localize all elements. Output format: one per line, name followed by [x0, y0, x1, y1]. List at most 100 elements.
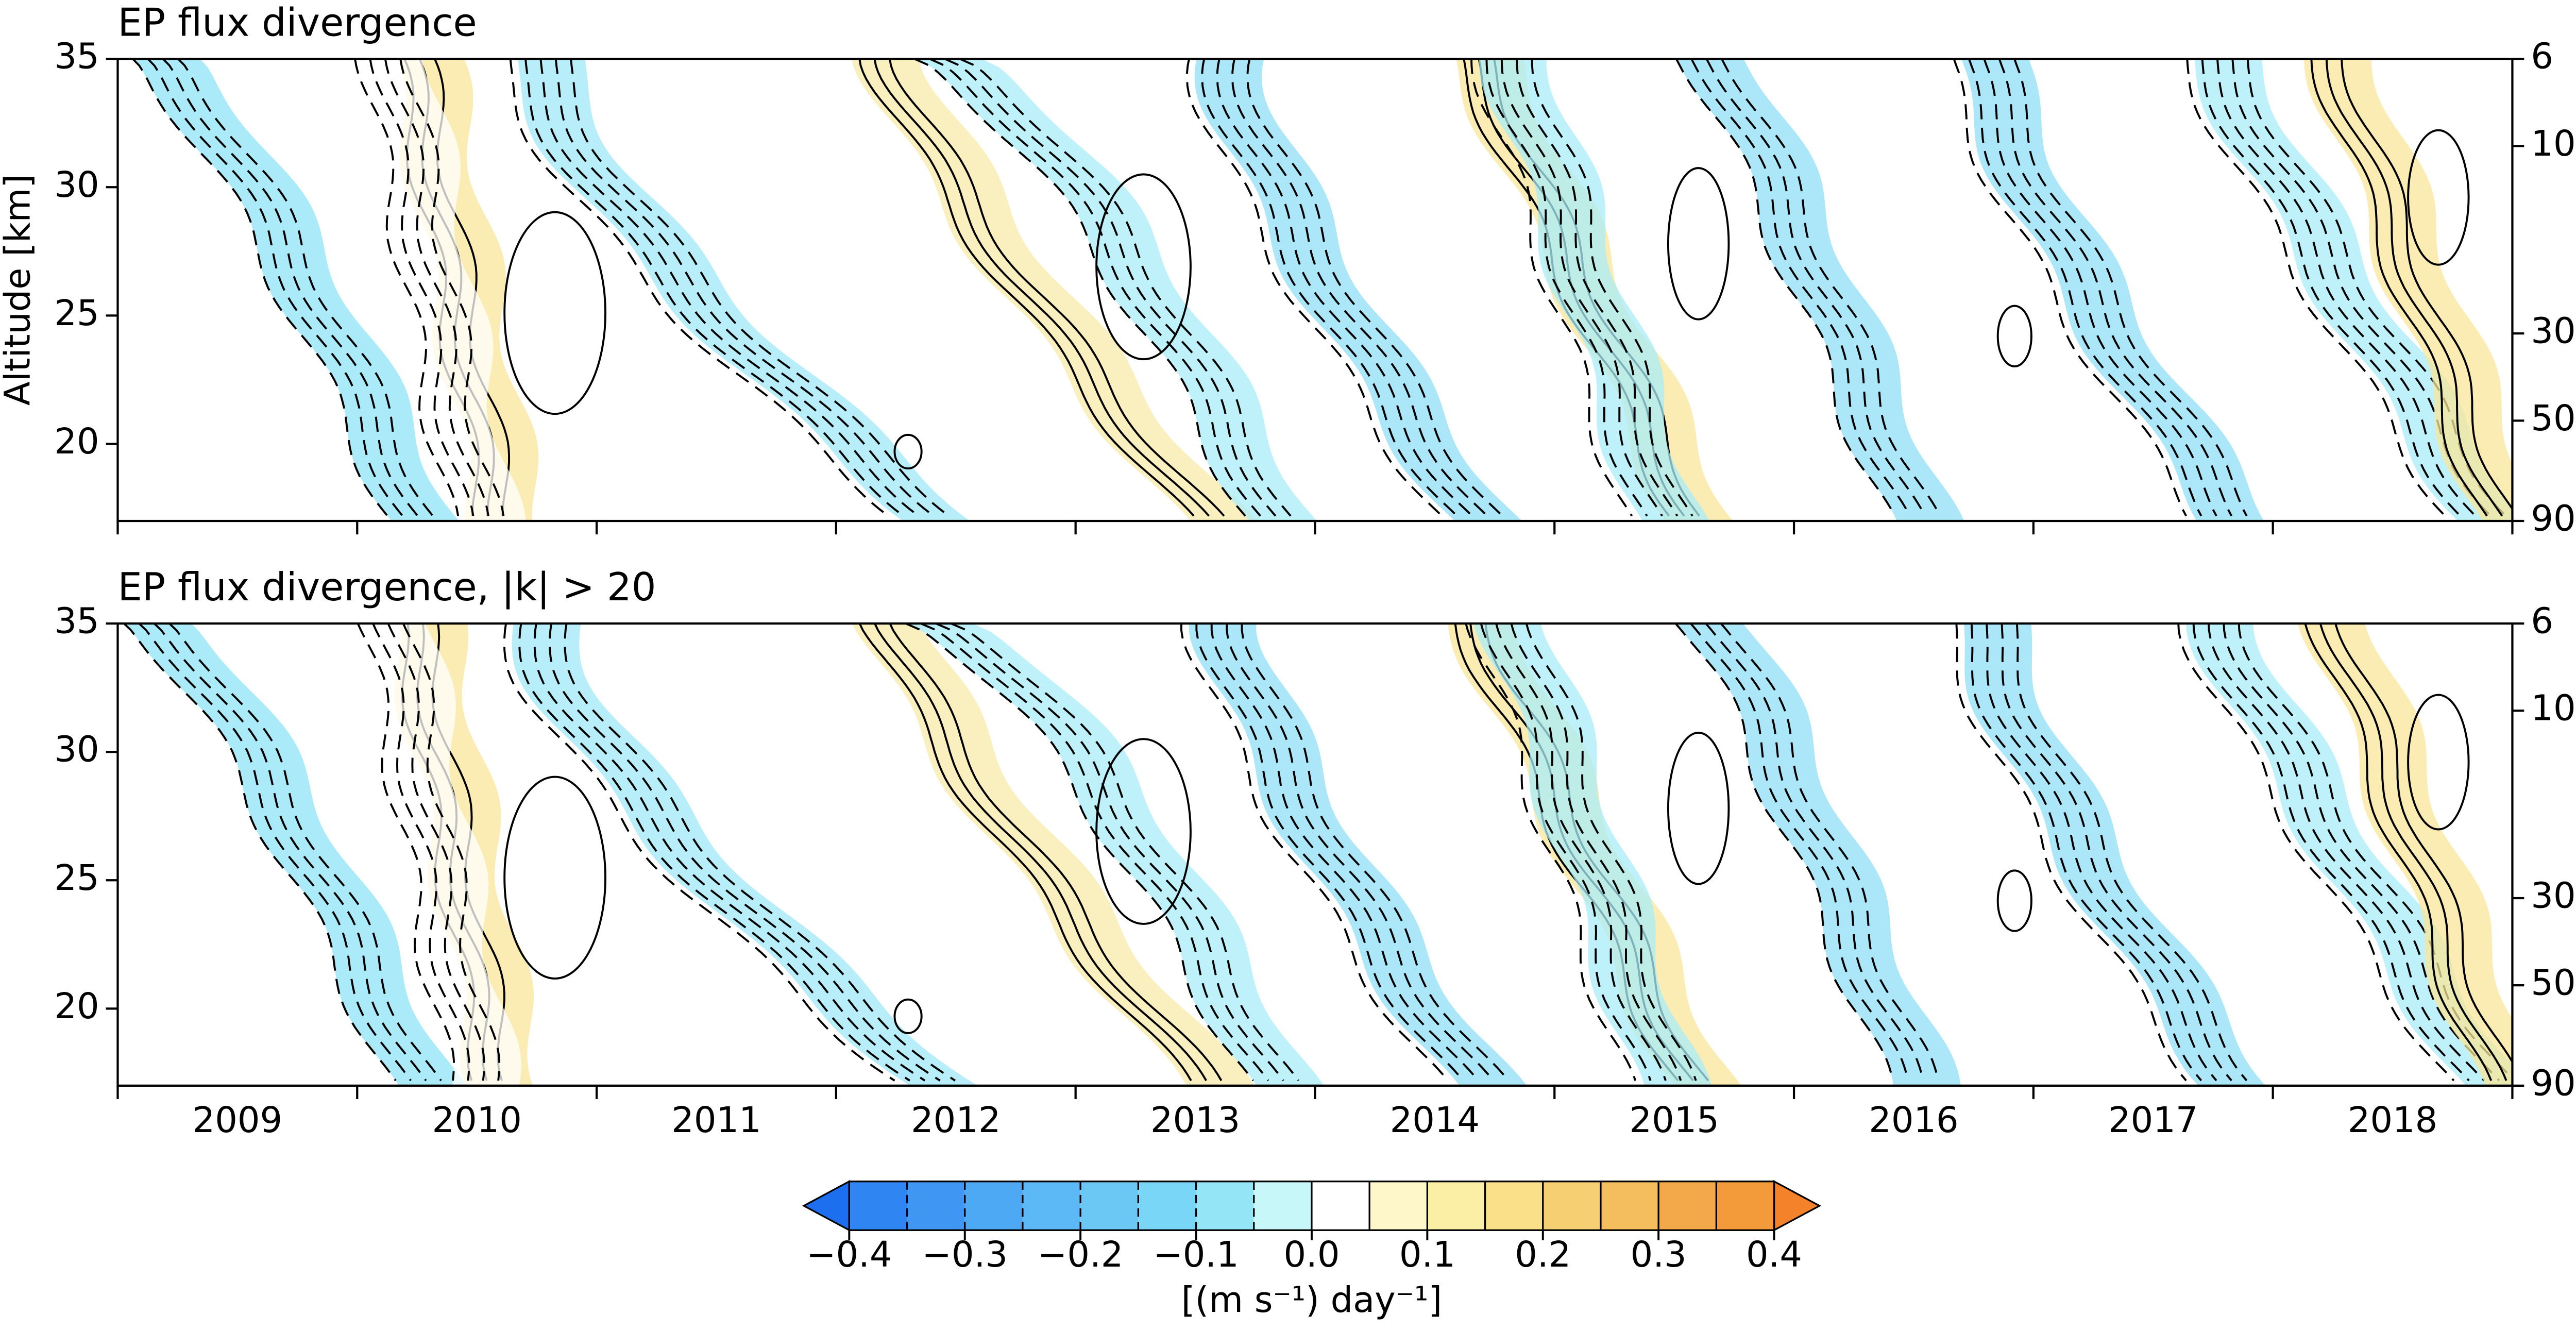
contour [1525, 623, 1697, 1081]
colorbar-bin [1311, 1181, 1370, 1231]
x-tick-label: 2016 [1869, 1100, 1958, 1141]
field [132, 59, 2513, 521]
contour [1201, 59, 1458, 517]
contour [153, 623, 427, 1082]
colorbar-tick-label: 0.3 [1631, 1234, 1687, 1275]
contour [2192, 623, 2470, 1082]
colorbar-bin [1196, 1181, 1254, 1231]
contour [1216, 59, 1473, 517]
contour [2246, 59, 2506, 517]
y-tick-label: 20 [54, 421, 99, 462]
contour [1210, 623, 1479, 1082]
contour [2319, 623, 2507, 1081]
contour [399, 59, 505, 516]
contour [1720, 623, 1939, 1081]
field [123, 623, 2513, 1086]
y2-tick-label: 30 [2531, 311, 2575, 352]
contour [1720, 59, 1941, 517]
contour [889, 623, 1223, 1082]
colorbar-bin [1253, 1181, 1312, 1231]
contour [1465, 623, 1637, 1081]
contour [1674, 623, 1894, 1081]
x-tick-label: 2018 [2348, 1100, 2437, 1141]
shading [1675, 623, 1961, 1086]
contour [1516, 59, 1679, 517]
contour [920, 623, 1269, 1082]
colorbar-bin [1658, 1181, 1717, 1231]
contour [357, 623, 455, 1081]
contour [2208, 623, 2485, 1082]
colorbar-bin [1427, 1181, 1485, 1231]
contour [1953, 59, 2187, 517]
contour [1510, 623, 1682, 1081]
y2-tick-label: 6 [2531, 36, 2553, 77]
contour [372, 623, 470, 1081]
contour [1195, 623, 1464, 1082]
colorbar-extend-over [1773, 1180, 1822, 1232]
colorbar-bin [1080, 1181, 1139, 1231]
contour [387, 623, 485, 1081]
contour [889, 59, 1225, 517]
contour [951, 623, 1300, 1082]
y2-tick-label: 30 [2531, 875, 2575, 917]
contour [2177, 623, 2455, 1082]
contour [1500, 59, 1663, 517]
contour [1675, 59, 1896, 517]
y-tick-label: 30 [54, 164, 99, 206]
contour [2325, 59, 2503, 517]
contour [1186, 59, 1443, 517]
contour [384, 59, 489, 516]
x-tick-label: 2012 [911, 1100, 1001, 1141]
colorbar-tick-label: −0.4 [806, 1234, 892, 1275]
contour [1690, 59, 1911, 517]
contour [2231, 59, 2492, 517]
colorbar-tick-label: 0.2 [1515, 1234, 1571, 1275]
contour [402, 623, 501, 1081]
contour [858, 59, 1195, 517]
contour [1480, 623, 1652, 1081]
contour [554, 59, 935, 517]
colorbar-bin [964, 1181, 1023, 1231]
colorbar-bin [1600, 1181, 1659, 1231]
x-tick-label: 2014 [1390, 1100, 1480, 1141]
colorbar-bin [907, 1181, 965, 1231]
x-tick-label: 2017 [2108, 1100, 2198, 1141]
shading [905, 623, 1324, 1086]
contour [1095, 173, 1192, 361]
contour [873, 59, 1210, 517]
panel-title: EP flux divergence, |k| > 20 [117, 564, 656, 610]
y2-tick-label: 10 [2531, 123, 2575, 164]
contour [893, 998, 923, 1034]
contour [2334, 623, 2513, 1064]
y-tick-label: 30 [54, 729, 99, 770]
contour [2407, 694, 2470, 831]
shading [132, 59, 459, 521]
x-tick-label: 2011 [671, 1100, 761, 1141]
contour [929, 59, 1261, 517]
colorbar-tick-label: −0.2 [1038, 1234, 1123, 1275]
contour [1241, 623, 1510, 1082]
y2-tick-label: 50 [2531, 398, 2575, 439]
colorbar-bin [1022, 1181, 1081, 1231]
y2-tick-label: 90 [2531, 1063, 2575, 1104]
contour [944, 59, 1277, 517]
contour [1968, 59, 2202, 517]
y-tick-label: 25 [54, 293, 99, 334]
colorbar-label: [(m s⁻¹) day⁻¹] [1181, 1279, 1442, 1321]
contour [2015, 623, 2248, 1082]
shading [1194, 59, 1522, 521]
contour [1231, 59, 1488, 517]
colorbar-tick-label: 0.4 [1746, 1234, 1802, 1275]
shading [1189, 623, 1527, 1086]
contour [147, 59, 403, 517]
y2-tick-label: 50 [2531, 963, 2575, 1004]
contour [503, 623, 895, 1082]
y-axis-label: Altitude [km] [0, 174, 39, 406]
contour [539, 59, 920, 517]
shading [1473, 623, 1712, 1086]
panel-title: EP flux divergence [117, 0, 477, 45]
contour [935, 623, 1284, 1082]
shading [1479, 59, 1710, 521]
contour [564, 623, 956, 1082]
